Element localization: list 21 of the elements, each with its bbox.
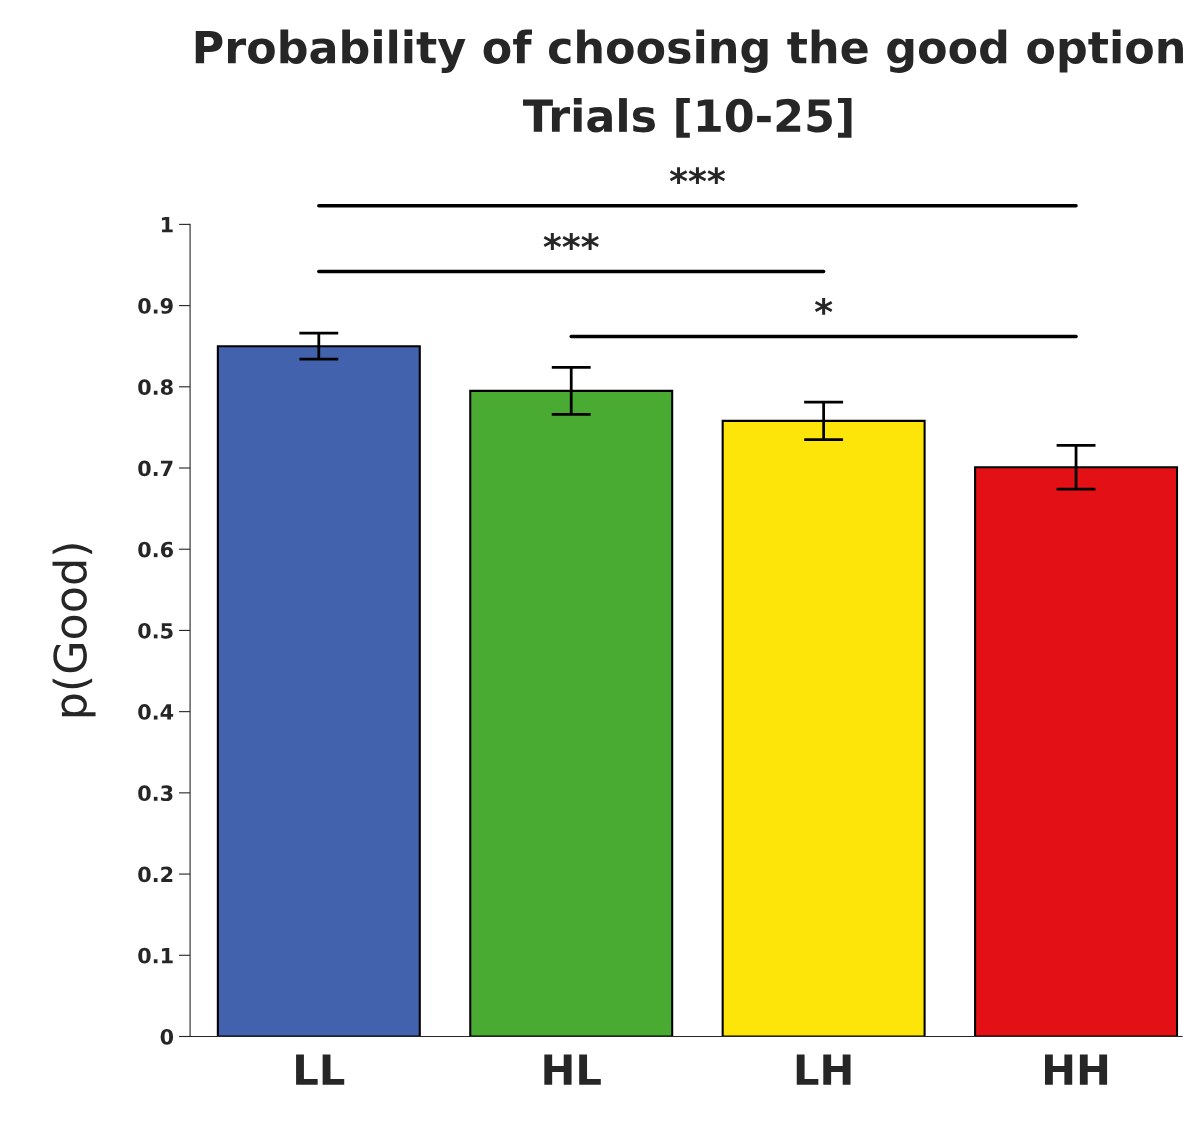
text: *** [669,167,726,185]
y-tick-label: 0.8 [138,379,173,396]
y-tick-label: 0 [160,1028,174,1045]
y-tick-label: 0.9 [138,298,173,314]
y-tick-label: 0.4 [138,704,174,720]
x-tick-label: HL [544,1054,601,1085]
x-tick-label: LH [796,1054,851,1085]
y-axis-title: p(Good) [52,544,96,717]
y-tick-label: 0.7 [138,460,173,477]
annotation: * [814,298,833,315]
y-tick-label: 0.2 [138,866,173,883]
y-tick-label: 1 [161,217,173,233]
x-tick-label: HH [1045,1054,1108,1085]
x-tick-label: LL [296,1054,345,1085]
y-tick-label: 0.6 [138,541,173,558]
chart-subtitle: Trials [10-25] [523,98,852,138]
y-tick-label: 0.1 [138,947,173,964]
annotation: *** [543,233,599,250]
chart-title: Probability of choosing the good option [195,29,1183,73]
y-tick-label: 0.3 [138,785,173,802]
y-tick-label: 0.5 [138,622,173,639]
